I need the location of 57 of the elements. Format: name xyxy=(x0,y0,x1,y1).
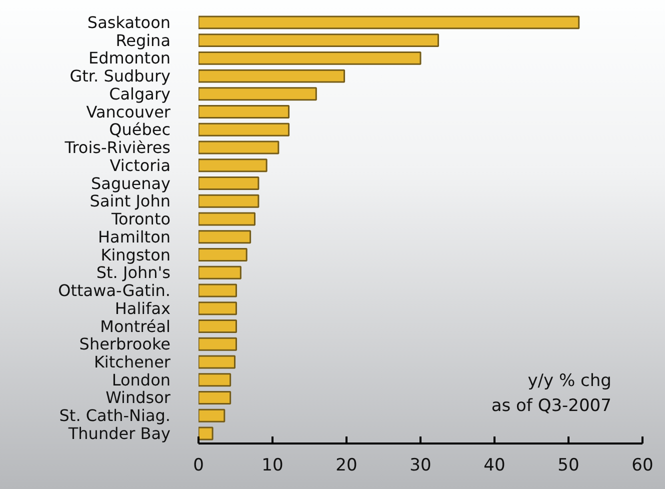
x-tick-label: 30 xyxy=(410,456,432,476)
x-tick-label: 10 xyxy=(262,456,284,476)
bar xyxy=(198,337,237,351)
bar xyxy=(198,34,440,48)
y-tick-label: Ottawa-Gatin. xyxy=(58,281,170,300)
y-tick-label: Sherbrooke xyxy=(79,334,170,354)
y-tick-label: Montréal xyxy=(100,316,170,336)
x-tick-label: 60 xyxy=(632,456,654,476)
bar xyxy=(198,51,422,65)
bar xyxy=(198,212,256,226)
bar xyxy=(198,426,214,440)
y-tick-label: Toronto xyxy=(110,210,170,229)
bar xyxy=(198,158,268,172)
y-tick-label: Edmonton xyxy=(88,48,170,68)
bar xyxy=(198,284,237,298)
bar xyxy=(198,248,248,262)
y-tick-label: Regina xyxy=(116,30,171,50)
x-tick-label: 0 xyxy=(193,456,204,476)
bar xyxy=(198,355,236,369)
bar xyxy=(198,140,280,154)
y-tick-label: St. John's xyxy=(96,263,170,282)
y-tick-label: Windsor xyxy=(106,388,171,408)
bar xyxy=(198,69,346,83)
y-tick-label: Kingston xyxy=(100,245,171,264)
y-tick-label: Hamilton xyxy=(98,227,170,246)
y-tick-label: Calgary xyxy=(109,84,171,104)
bar xyxy=(198,230,252,244)
bar xyxy=(198,266,242,280)
y-tick-label: Kitchener xyxy=(94,352,171,372)
y-tick-label: Trois-Rivières xyxy=(64,138,170,158)
y-tick-label: London xyxy=(112,370,171,390)
annotation: y/y % chg xyxy=(528,370,612,391)
y-tick-label: Halifax xyxy=(114,298,171,318)
y-tick-label: Thunder Bay xyxy=(67,424,170,443)
y-tick-label: Saskatoon xyxy=(87,12,170,32)
x-tick-label: 40 xyxy=(484,456,506,476)
y-tick-label: Saint John xyxy=(90,192,171,211)
annotation: as of Q3-2007 xyxy=(491,396,612,416)
bar xyxy=(198,302,237,316)
bar xyxy=(198,320,237,333)
bar xyxy=(198,87,317,101)
bar xyxy=(198,391,232,404)
y-tick-label: Gtr. Sudbury xyxy=(70,66,170,86)
bar xyxy=(198,105,290,119)
bar xyxy=(198,408,226,422)
bar xyxy=(198,122,290,136)
y-tick-label: Saguenay xyxy=(90,174,170,193)
x-tick-label: 20 xyxy=(336,456,358,476)
bar xyxy=(198,176,260,190)
y-tick-label: St. Cath-Niag. xyxy=(59,406,171,426)
bar xyxy=(198,194,260,208)
x-tick-label: 50 xyxy=(558,456,580,476)
y-tick-label: Vancouver xyxy=(86,102,171,122)
y-tick-label: Victoria xyxy=(110,156,171,175)
bar xyxy=(198,373,232,387)
y-tick-label: Québec xyxy=(109,120,170,140)
bar xyxy=(198,16,580,30)
